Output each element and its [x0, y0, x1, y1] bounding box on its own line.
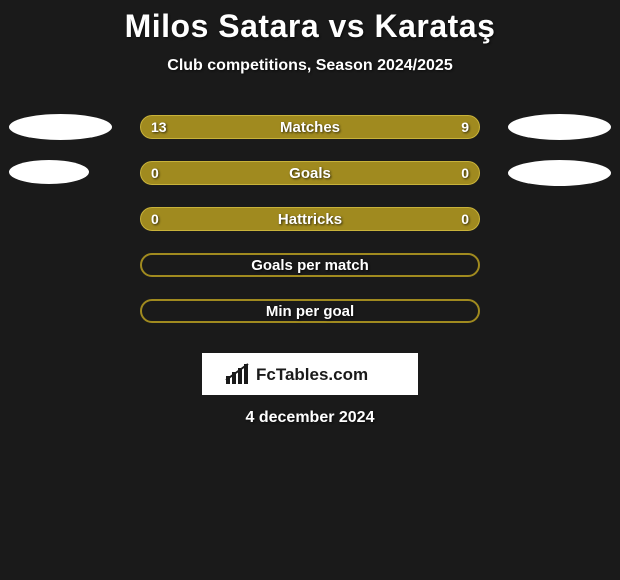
fctables-logo-icon: FcTables.com: [220, 360, 400, 388]
stat-pill: Min per goal: [140, 299, 480, 323]
stat-value-left: 13: [151, 119, 167, 135]
stat-label: Matches: [280, 119, 340, 136]
subtitle: Club competitions, Season 2024/2025: [0, 57, 620, 75]
stat-label: Goals: [289, 165, 331, 182]
stat-value-right: 9: [461, 119, 469, 135]
stat-pill: Goals per match: [140, 253, 480, 277]
ellipse-right: [508, 160, 611, 186]
stat-value-left: 0: [151, 165, 159, 181]
stat-value-right: 0: [461, 211, 469, 227]
ellipse-right: [508, 114, 611, 140]
stat-label: Hattricks: [278, 211, 342, 228]
stat-label: Goals per match: [251, 257, 369, 274]
stat-value-left: 0: [151, 211, 159, 227]
stat-pill: 13 Matches 9: [140, 115, 480, 139]
date-label: 4 december 2024: [0, 409, 620, 427]
page-title: Milos Satara vs Karataş: [0, 8, 620, 45]
ellipse-left: [9, 114, 112, 140]
stat-row: Goals per match: [0, 253, 620, 299]
ellipse-left: [9, 160, 89, 184]
brand-badge: FcTables.com: [202, 353, 418, 395]
stat-row: 0 Hattricks 0: [0, 207, 620, 253]
stat-row: Min per goal: [0, 299, 620, 345]
stat-value-right: 0: [461, 165, 469, 181]
stat-row: 0 Goals 0: [0, 161, 620, 207]
stat-row: 13 Matches 9: [0, 115, 620, 161]
stat-rows: 13 Matches 9 0 Goals 0 0 Hattricks 0 Goals per ma…: [0, 115, 620, 345]
stat-pill: 0 Goals 0: [140, 161, 480, 185]
brand-text: FcTables.com: [256, 365, 368, 384]
stat-label: Min per goal: [266, 303, 354, 320]
comparison-infographic: Milos Satara vs Karataş Club competition…: [0, 0, 620, 427]
stat-pill: 0 Hattricks 0: [140, 207, 480, 231]
